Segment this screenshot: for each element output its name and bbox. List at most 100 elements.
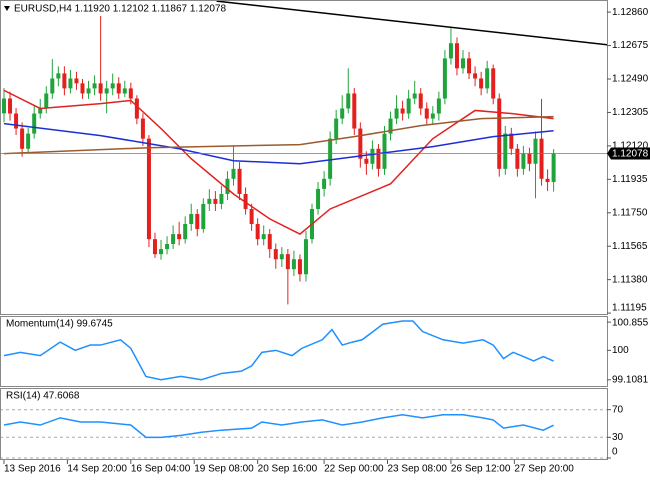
candle-body	[430, 113, 435, 119]
candle-body	[376, 148, 381, 169]
momentum-title: Momentum(14) 99.6745	[6, 319, 113, 330]
candle-body	[146, 138, 151, 240]
candle-body	[134, 98, 139, 119]
overlay-line	[3, 89, 554, 235]
candle-body	[195, 214, 200, 230]
candle-body	[86, 88, 91, 94]
candle-body	[219, 193, 224, 204]
candle-body	[261, 234, 266, 240]
price-label: 1.12078	[612, 149, 649, 160]
overlay-line	[3, 122, 554, 165]
candle-body	[279, 254, 284, 260]
price-box	[607, 147, 650, 160]
y-tick-label: 100.855	[612, 318, 649, 329]
x-tick-label: 13 Sep 2016	[4, 464, 61, 475]
candle-body	[352, 93, 357, 129]
rsi-title: RSI(14) 47.6068	[6, 391, 80, 402]
y-tick-label: 1.12305	[612, 107, 649, 118]
candle-body	[340, 108, 345, 119]
y-tick-label: 1.12675	[612, 40, 649, 51]
x-tick-label: 22 Sep 00:00	[324, 464, 384, 475]
candle-body	[303, 239, 308, 275]
x-tick-label: 23 Sep 08:00	[388, 464, 448, 475]
candle-body	[394, 108, 399, 119]
candle-body	[448, 43, 453, 59]
candle-body	[183, 223, 188, 240]
indicator-line	[3, 320, 554, 381]
candle-body	[291, 259, 296, 270]
candle-body	[8, 98, 13, 114]
candle-body	[412, 93, 417, 99]
candle-body	[267, 234, 272, 250]
candle-body	[521, 153, 526, 169]
candle-body	[485, 68, 490, 89]
candle-body	[225, 178, 230, 194]
candle-body	[497, 98, 502, 169]
candle-body	[152, 239, 157, 255]
candle-body	[328, 138, 333, 179]
candle-body	[171, 234, 176, 245]
candle-body	[297, 259, 302, 275]
candle-body	[491, 68, 496, 99]
frames	[0, 0, 608, 460]
candle-body	[44, 93, 49, 109]
candle-body	[503, 133, 508, 169]
candle-body	[165, 244, 170, 250]
candle-body	[442, 58, 447, 99]
candles	[1, 16, 556, 305]
candle-body	[207, 198, 212, 204]
candle-body	[382, 133, 387, 169]
candle-body	[467, 58, 472, 74]
candle-body	[255, 223, 260, 240]
candle-body	[424, 108, 429, 119]
indicator-line	[3, 413, 554, 439]
candle-body	[249, 208, 254, 224]
y-tick-label: 30	[612, 432, 624, 443]
y-tick-label: 0	[612, 447, 618, 458]
candle-body	[436, 98, 441, 114]
candle-body	[237, 168, 242, 194]
momentum-frame	[0, 316, 608, 387]
candle-body	[527, 153, 532, 164]
candle-body	[104, 88, 109, 94]
y-tick-label: 1.11195	[612, 303, 647, 314]
candle-body	[201, 203, 206, 230]
candle-body	[177, 234, 182, 240]
candle-body	[515, 148, 520, 169]
candle-body	[56, 73, 61, 79]
candle-body	[38, 108, 43, 114]
candle-body	[545, 178, 550, 183]
candle-body	[322, 178, 327, 189]
candle-body	[189, 214, 194, 224]
candle-body	[98, 83, 103, 94]
candle-body	[62, 73, 67, 89]
candle-body	[388, 118, 393, 134]
candle-body	[116, 83, 121, 94]
candle-body	[213, 198, 218, 204]
y-tick-label: 1.11750	[612, 207, 648, 218]
x-tick-label: 14 Sep 20:00	[67, 464, 127, 475]
y-tick-label: 1.11380	[612, 274, 648, 285]
candle-body	[454, 43, 459, 69]
chart-title: EURUSD,H4 1.11920 1.12102 1.11867 1.1207…	[14, 4, 226, 15]
overlay-line	[3, 115, 554, 155]
x-tick-label: 26 Sep 12:00	[451, 464, 511, 475]
y-tick-label: 70	[612, 404, 624, 415]
candle-body	[285, 254, 290, 270]
rsi-frame	[0, 388, 608, 460]
candle-body	[364, 158, 369, 164]
candle-body	[533, 138, 538, 164]
y-tick-label: 99.1081	[612, 374, 649, 385]
candle-body	[26, 133, 31, 149]
overlay-line	[216, 1, 607, 46]
candle-body	[509, 133, 514, 149]
candle-body	[92, 83, 97, 89]
y-tick-label: 1.12120	[612, 141, 649, 152]
candle-body	[68, 78, 73, 89]
candle-body	[80, 83, 85, 94]
y-tick-label: 1.11565	[612, 241, 648, 252]
candle-body	[140, 118, 145, 139]
